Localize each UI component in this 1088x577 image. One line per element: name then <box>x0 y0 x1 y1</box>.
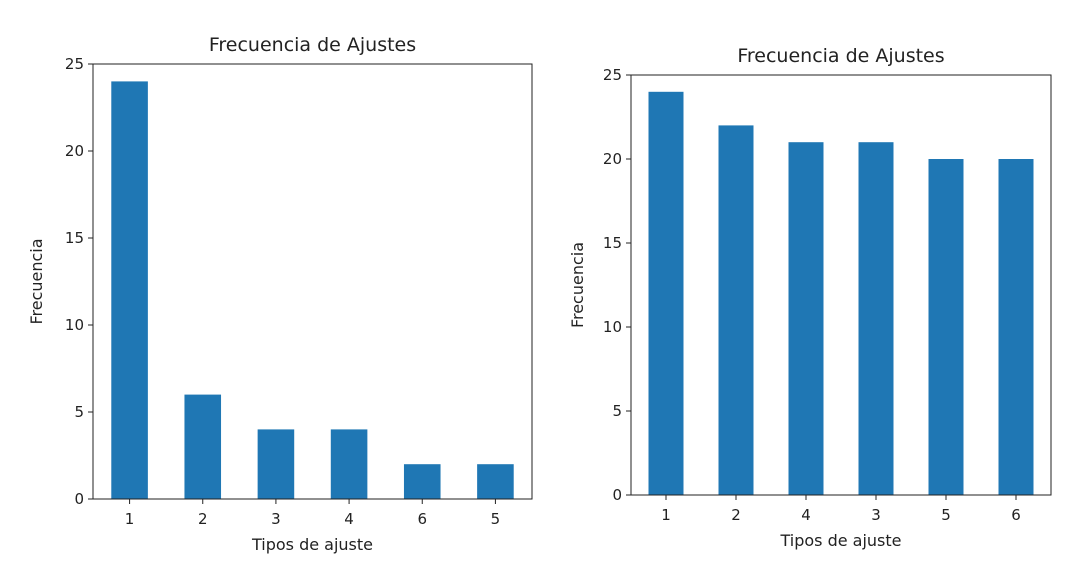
x-axis-label: Tipos de ajuste <box>251 535 373 554</box>
plot-frame <box>92 63 533 500</box>
y-tick-label: 15 <box>603 234 622 252</box>
y-tick-label: 20 <box>65 142 84 160</box>
bar-2 <box>718 125 754 496</box>
plot-frame <box>630 74 1052 496</box>
y-tick-label: 15 <box>65 229 84 247</box>
y-axis-label: Frecuencia <box>568 242 587 328</box>
x-tick-label: 3 <box>271 510 281 528</box>
bar-3 <box>858 142 894 495</box>
bar-1 <box>648 91 684 496</box>
x-tick-label: 4 <box>801 506 811 524</box>
bar-6 <box>998 159 1034 495</box>
x-tick-label: 2 <box>198 510 208 528</box>
y-tick-label: 0 <box>612 486 622 504</box>
y-tick-label: 10 <box>65 316 84 334</box>
bar-6 <box>403 464 441 499</box>
bar-5 <box>477 464 514 499</box>
bar-1 <box>111 81 148 500</box>
x-tick-label: 4 <box>344 510 354 528</box>
y-tick-label: 5 <box>74 403 84 421</box>
y-tick-label: 20 <box>603 150 622 168</box>
bar-4 <box>788 142 824 495</box>
x-tick-label: 6 <box>1011 506 1021 524</box>
x-axis-label: Tipos de ajuste <box>779 531 901 550</box>
x-tick-label: 6 <box>417 510 427 528</box>
x-tick-label: 2 <box>731 506 741 524</box>
bar-4 <box>330 429 368 499</box>
y-tick-label: 10 <box>603 318 622 336</box>
bar-3 <box>257 429 295 499</box>
chart-title: Frecuencia de Ajustes <box>209 34 416 56</box>
y-tick-label: 25 <box>65 55 84 73</box>
x-tick-label: 5 <box>941 506 951 524</box>
bar-2 <box>184 394 222 499</box>
y-tick-label: 25 <box>603 66 622 84</box>
x-tick-label: 5 <box>491 510 501 528</box>
bar-5 <box>928 159 964 495</box>
y-tick-label: 0 <box>74 490 84 508</box>
y-axis-label: Frecuencia <box>27 238 46 324</box>
y-tick-label: 5 <box>612 402 622 420</box>
x-tick-label: 1 <box>125 510 135 528</box>
x-tick-label: 3 <box>871 506 881 524</box>
chart-title: Frecuencia de Ajustes <box>737 45 944 67</box>
x-tick-label: 1 <box>661 506 671 524</box>
